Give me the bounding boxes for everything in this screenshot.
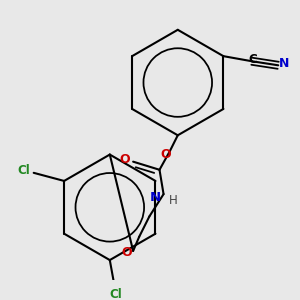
- Text: O: O: [160, 148, 171, 161]
- Text: N: N: [150, 191, 161, 204]
- Text: H: H: [169, 194, 178, 207]
- Text: O: O: [122, 247, 132, 260]
- Text: Cl: Cl: [17, 164, 30, 177]
- Text: N: N: [279, 57, 290, 70]
- Text: Cl: Cl: [110, 288, 122, 300]
- Text: O: O: [120, 153, 130, 166]
- Text: C: C: [248, 53, 257, 66]
